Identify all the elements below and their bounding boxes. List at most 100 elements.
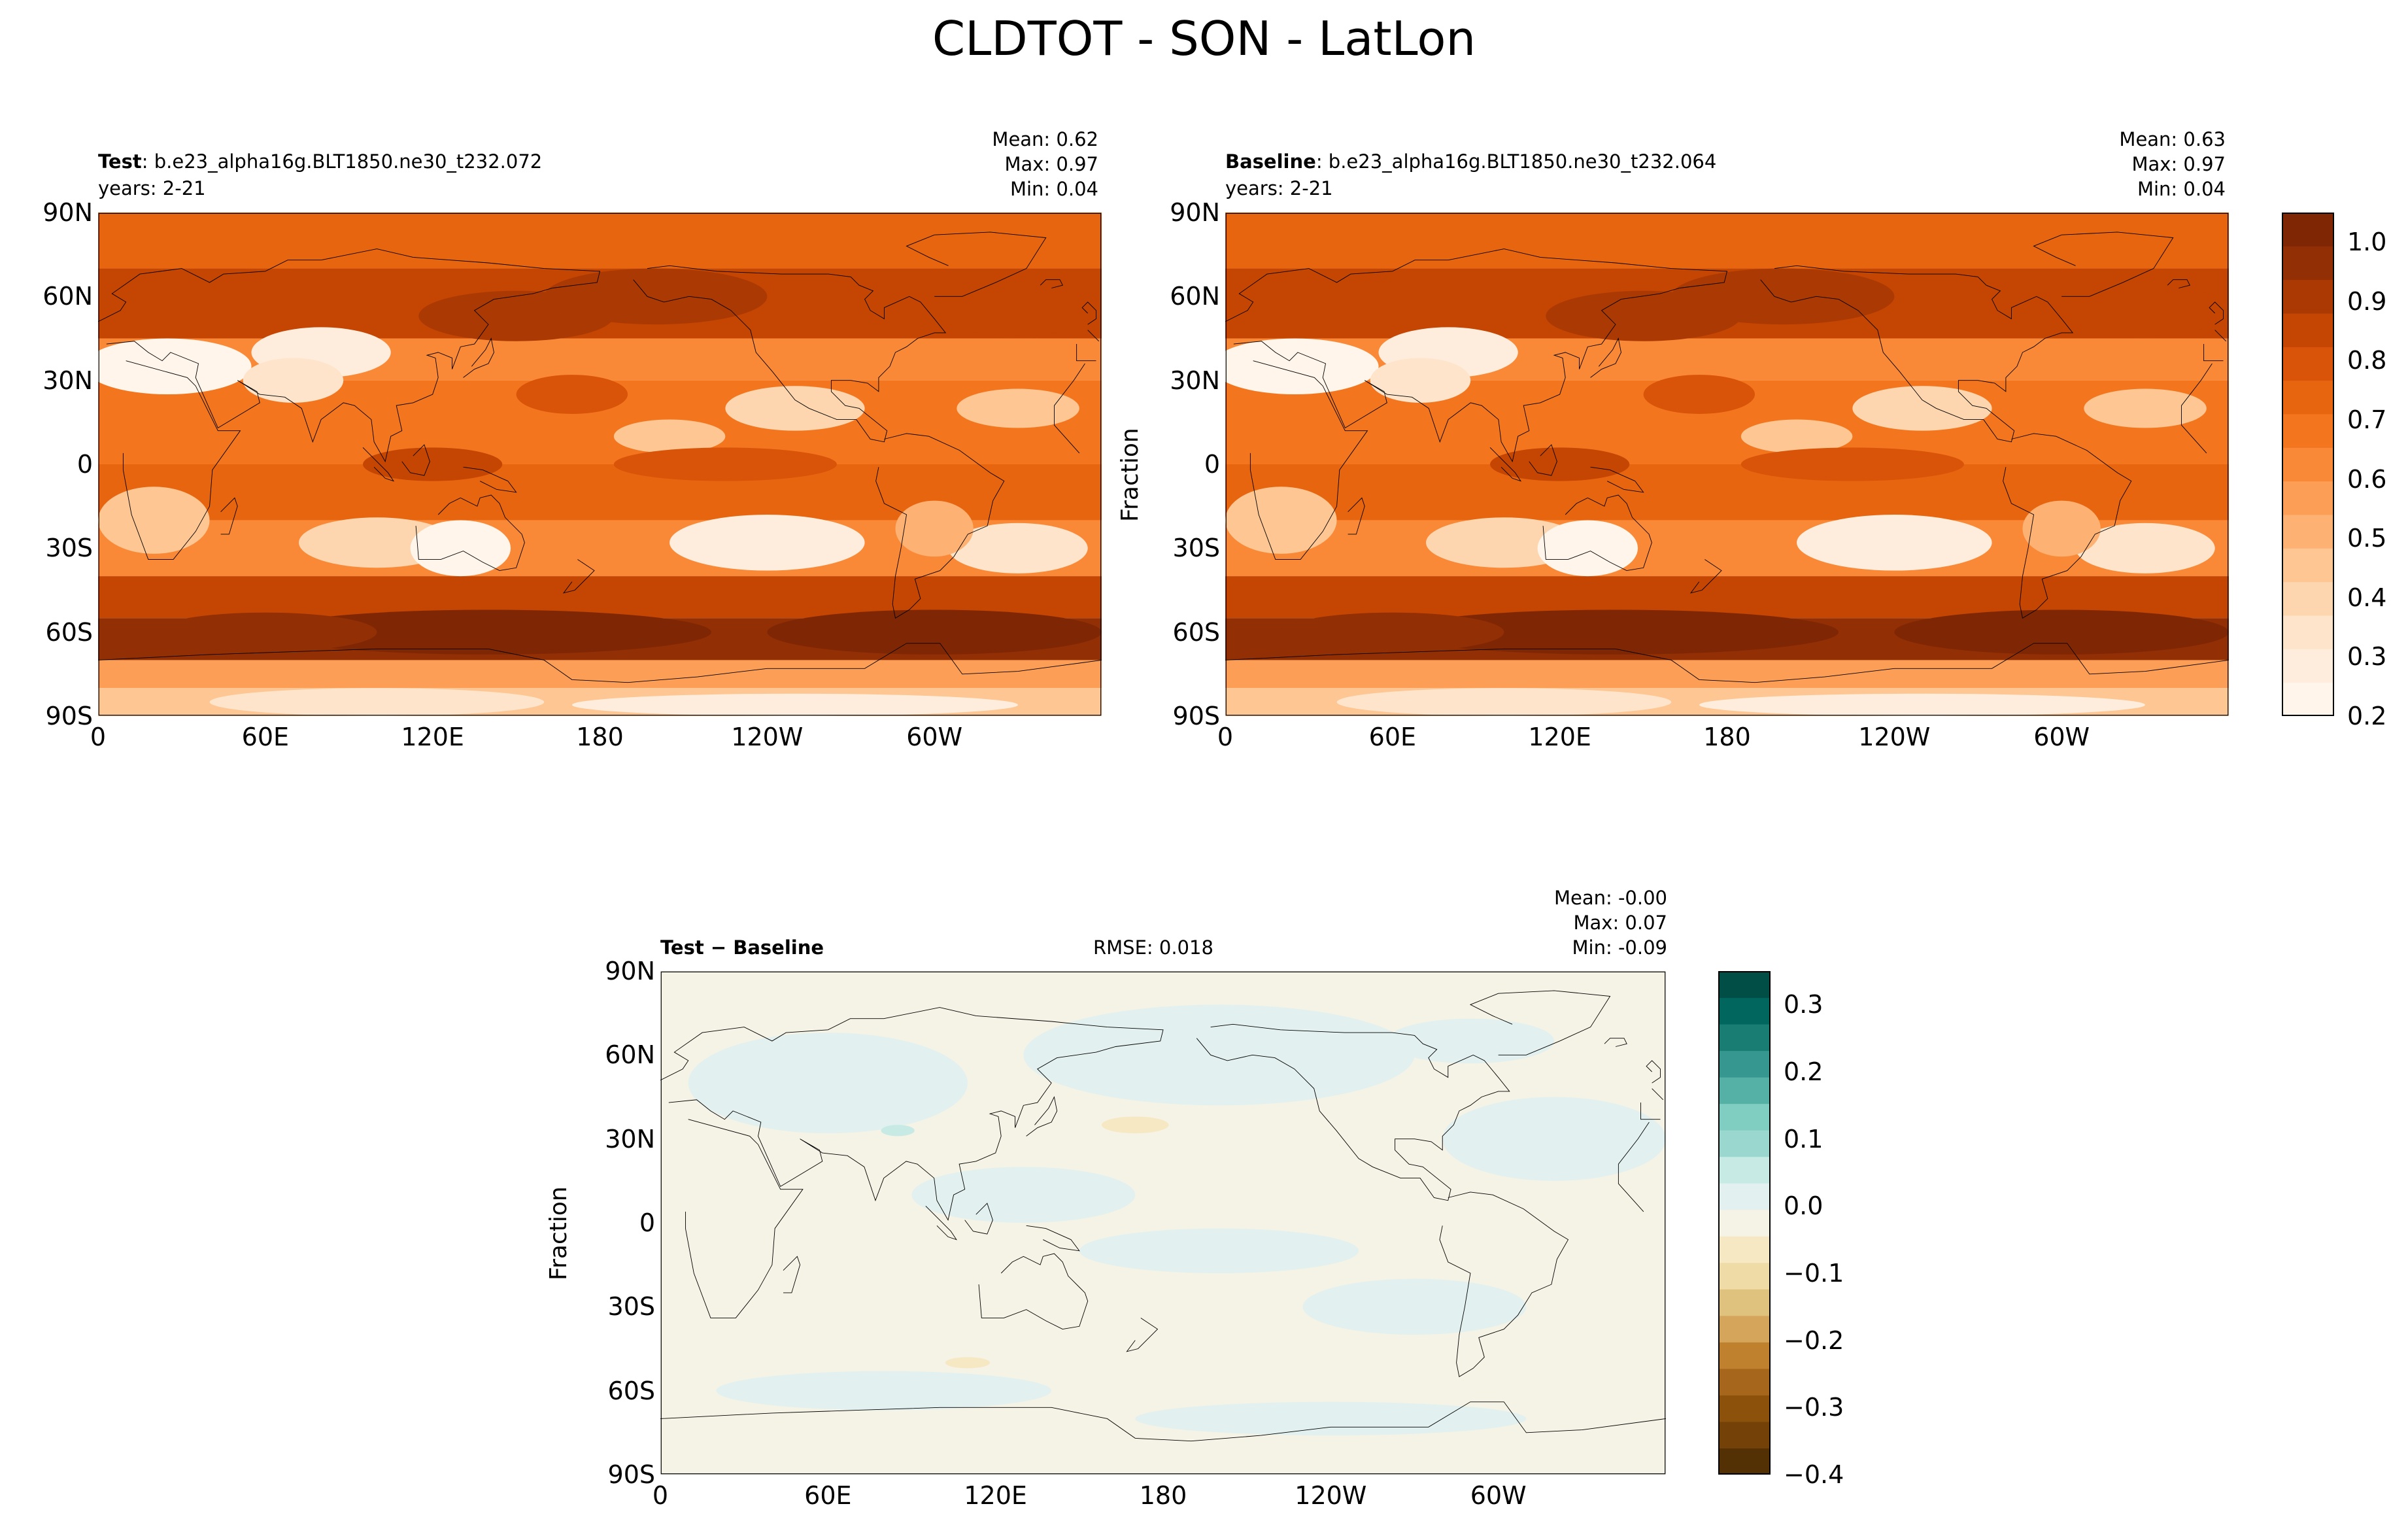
test-panel-title: Test: b.e23_alpha16g.BLT1850.ne30_t232.0… (98, 150, 542, 173)
diff-colorbar (1718, 971, 1771, 1475)
test-map (98, 213, 1102, 716)
colorbar-tick-label: 0.3 (1784, 990, 1823, 1019)
coastline (98, 643, 1102, 683)
colorbar-segment (1718, 971, 1771, 999)
lat-tick-label: 90S (607, 1460, 655, 1489)
coastline (2167, 280, 2190, 288)
field-patch (1135, 1401, 1527, 1436)
colorbar-tick-label: 0.4 (2347, 583, 2387, 612)
field-patch (98, 338, 252, 395)
field-band (98, 213, 1102, 269)
coastline (564, 559, 594, 592)
field-patch (1392, 609, 1839, 655)
coastline (2215, 330, 2226, 341)
coastline (2182, 364, 2213, 453)
field-patch (1386, 1018, 1555, 1064)
coastline (2003, 434, 2131, 618)
lon-tick-label: 60W (906, 723, 963, 751)
coastline (464, 339, 494, 378)
baseline-map (1225, 213, 2229, 716)
coastline (1026, 1225, 1079, 1251)
coastline (1641, 1103, 1661, 1120)
coastline (123, 361, 240, 560)
colorbar-tick-label: 0.5 (2347, 524, 2387, 553)
lon-tick-label: 120W (1858, 723, 1931, 751)
colorbar-tick-label: 0.8 (2347, 346, 2387, 375)
diff-rmse: RMSE: 0.018 (1093, 936, 1213, 959)
field-patch (1442, 1097, 1666, 1181)
coastlines (98, 232, 1102, 683)
colorbar-segment (2282, 246, 2334, 281)
field-patch (98, 487, 210, 554)
colorbar-tick-label: 0.6 (2347, 464, 2387, 494)
coastline (402, 445, 430, 475)
coastline (464, 467, 517, 492)
field-patch (2084, 388, 2207, 428)
colorbar-segment (1718, 1448, 1771, 1475)
lon-tick-label: 180 (576, 723, 624, 751)
lat-tick-label: 90N (605, 957, 655, 985)
field-patch (544, 268, 768, 325)
field-patch (1740, 447, 1964, 481)
colorbar-segment (2282, 615, 2334, 649)
colorbar-tick-label: −0.3 (1784, 1393, 1844, 1422)
baseline-max: Max: 0.97 (2131, 153, 2226, 175)
colorbar-segment (1718, 1156, 1771, 1184)
lon-tick-label: 120E (1528, 723, 1591, 751)
field-patch (670, 515, 865, 571)
lon-tick-label: 60W (2033, 723, 2090, 751)
field-patch (363, 447, 503, 481)
field-patch (1797, 515, 1992, 571)
coastline (98, 249, 600, 462)
field-band (1225, 660, 2229, 689)
lat-tick-label: 60N (605, 1040, 655, 1070)
test-max: Max: 0.97 (1004, 153, 1098, 175)
colorbar-frame (1718, 971, 1771, 1475)
colorbar-tick-label: 0.2 (1784, 1057, 1823, 1086)
lat-tick-label: 60N (1170, 282, 1220, 311)
diff-panel-title: Test − Baseline (660, 936, 824, 959)
field-patch (1490, 447, 1630, 481)
lat-tick-label: 90N (42, 198, 93, 227)
field-patch (945, 1357, 991, 1369)
field-patch (516, 375, 628, 414)
field-patch (1023, 1004, 1415, 1106)
colorbar-segment (2282, 380, 2334, 415)
diff-label: Test − Baseline (660, 936, 824, 959)
lon-tick-label: 180 (1139, 1481, 1187, 1510)
diff-mean: Mean: -0.00 (1553, 887, 1667, 909)
colorbar-tick-label: 0.7 (2347, 405, 2387, 435)
coastline (1646, 1061, 1660, 1083)
lat-tick-label: 90S (45, 702, 93, 730)
field-patch (1699, 693, 2146, 716)
coastline (660, 1402, 1666, 1441)
colorbar-frame (2282, 213, 2334, 716)
coastline (221, 498, 238, 534)
baseline-case-name: : b.e23_alpha16g.BLT1850.ne30_t232.064 (1315, 150, 1717, 173)
lat-tick-label: 60N (42, 282, 93, 311)
diff-max: Max: 0.07 (1573, 912, 1667, 934)
coastline (660, 1008, 1163, 1220)
field-patch (1671, 268, 1895, 325)
coastline (1761, 265, 2073, 442)
lon-tick-label: 0 (652, 1481, 669, 1510)
baseline-panel-title: Baseline: b.e23_alpha16g.BLT1850.ne30_t2… (1225, 150, 1716, 173)
field-patch (1894, 609, 2229, 655)
main-colorbar (2282, 213, 2334, 716)
coastline (2204, 344, 2224, 361)
lon-tick-label: 120E (964, 1481, 1027, 1510)
lon-tick-label: 0 (1217, 723, 1234, 751)
test-mean: Mean: 0.62 (992, 128, 1098, 150)
coastline (965, 1203, 993, 1234)
lat-tick-label: 30S (1172, 534, 1220, 563)
field-patch (948, 522, 1088, 573)
colorbar-segment (2282, 649, 2334, 683)
coastline (2209, 302, 2223, 324)
colorbar-segment (1718, 1050, 1771, 1078)
test-label: Test (98, 150, 142, 173)
field-patch (1225, 338, 1379, 395)
colorbar-segment (1718, 1236, 1771, 1263)
coastline (1225, 249, 1727, 462)
field-patch (613, 447, 837, 481)
coastline (1591, 467, 1644, 492)
